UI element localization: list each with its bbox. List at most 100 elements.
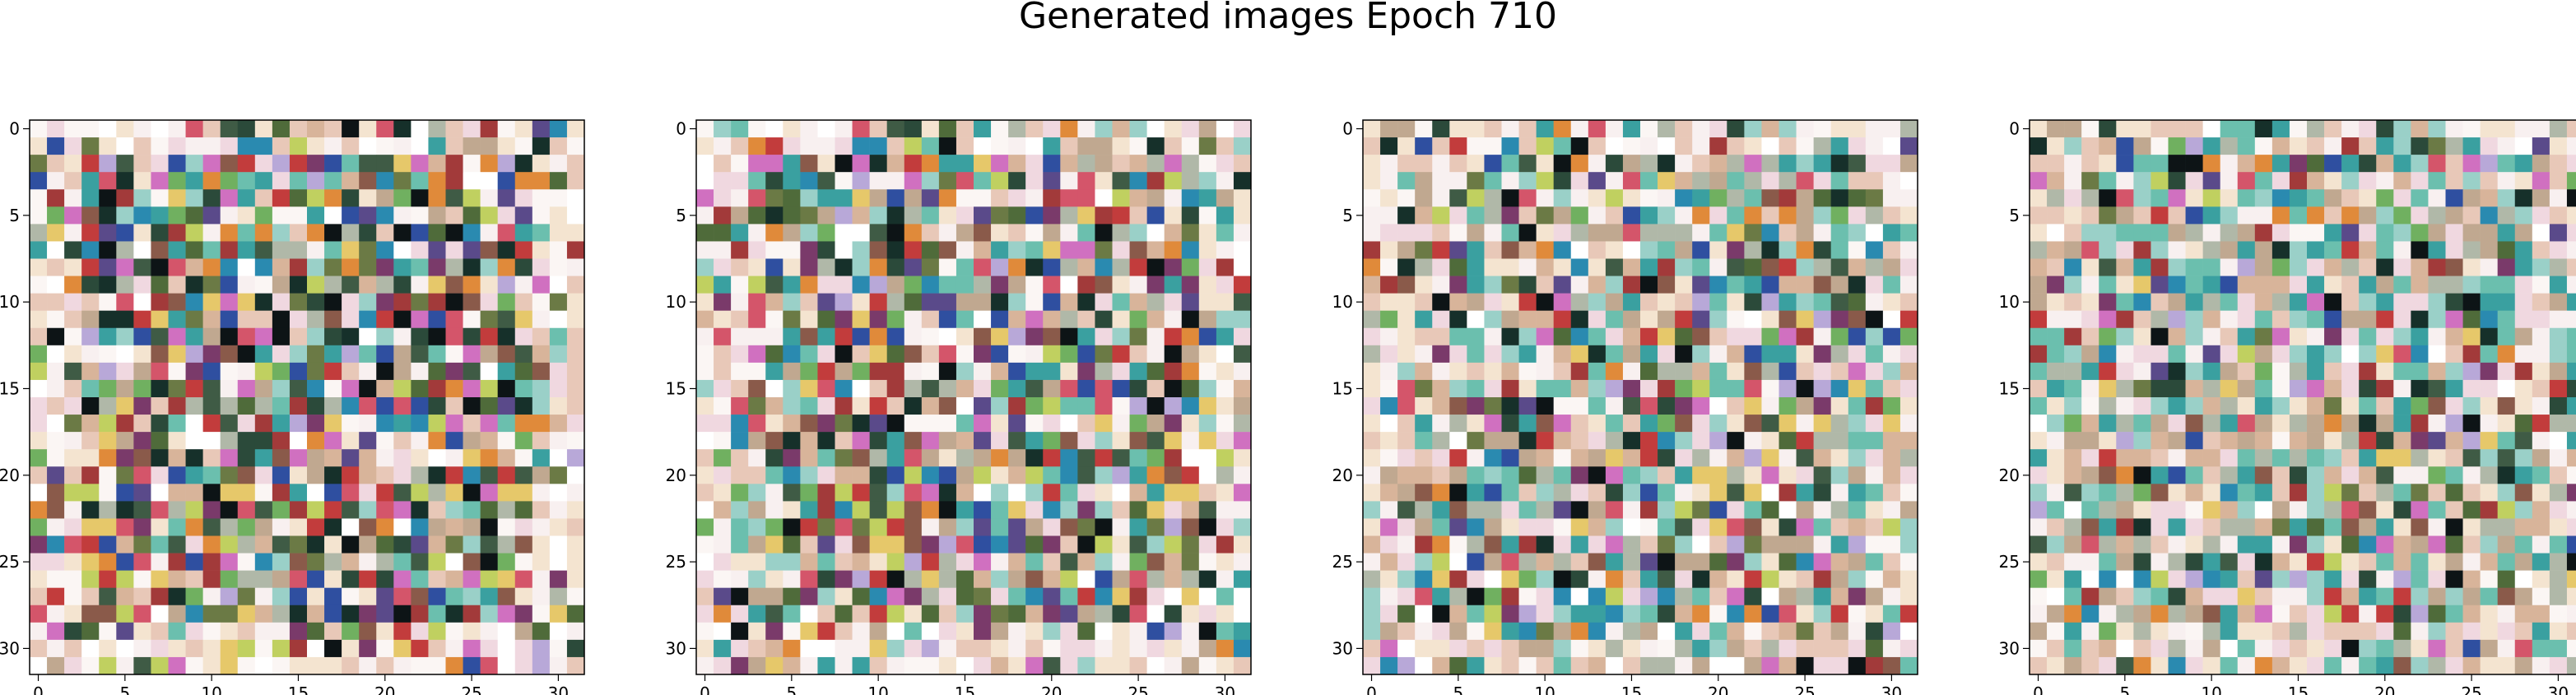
image-pixel xyxy=(1043,241,1061,259)
image-pixel xyxy=(1008,553,1026,571)
image-pixel xyxy=(220,189,239,207)
image-pixel xyxy=(307,397,325,415)
image-pixel xyxy=(2566,327,2576,346)
image-pixel xyxy=(2168,155,2186,173)
image-pixel xyxy=(168,379,186,398)
image-pixel xyxy=(2064,449,2082,467)
image-pixel xyxy=(748,172,766,190)
image-pixel xyxy=(869,120,887,138)
image-pixel xyxy=(852,258,870,276)
image-pixel xyxy=(2116,415,2134,433)
image-pixel xyxy=(1077,258,1095,276)
image-pixel xyxy=(1518,466,1537,484)
image-pixel xyxy=(1640,155,1658,173)
y-tick-label: 10 xyxy=(1332,292,1353,312)
image-pixel xyxy=(869,345,887,364)
image-pixel xyxy=(1216,518,1235,536)
image-pixel xyxy=(1675,241,1693,259)
image-pixel xyxy=(1899,535,1918,554)
image-pixel xyxy=(1484,656,1502,675)
image-pixel xyxy=(428,224,446,242)
image-pixel xyxy=(2237,639,2256,658)
image-pixel xyxy=(1640,397,1658,415)
image-pixel xyxy=(1363,206,1381,225)
image-pixel xyxy=(1899,276,1918,294)
image-pixel xyxy=(307,639,325,658)
image-pixel xyxy=(2185,535,2203,554)
image-pixel xyxy=(566,327,585,346)
image-pixel xyxy=(30,535,48,554)
image-pixel xyxy=(1112,362,1130,381)
image-pixel xyxy=(463,553,481,571)
image-pixel xyxy=(376,501,394,519)
image-pixel xyxy=(359,535,377,554)
image-pixel xyxy=(202,345,221,364)
image-pixel xyxy=(116,484,134,502)
image-pixel xyxy=(938,137,957,155)
image-pixel xyxy=(1233,379,1252,398)
image-pixel xyxy=(47,656,65,675)
image-pixel xyxy=(151,379,169,398)
image-pixel xyxy=(2030,327,2048,346)
image-pixel xyxy=(1865,415,1884,433)
image-pixel xyxy=(411,206,429,225)
image-pixel xyxy=(1727,293,1745,311)
image-pixel xyxy=(2393,224,2411,242)
y-tick-label: 30 xyxy=(1999,638,2020,658)
image-pixel xyxy=(237,379,256,398)
image-pixel xyxy=(974,137,992,155)
image-pixel xyxy=(30,449,48,467)
image-pixel xyxy=(2307,622,2325,641)
image-pixel xyxy=(1129,224,1147,242)
image-pixel xyxy=(869,172,887,190)
x-tick-label: 15 xyxy=(288,683,309,695)
image-pixel xyxy=(1899,293,1918,311)
image-pixel xyxy=(904,484,923,502)
image-pixel xyxy=(1588,258,1607,276)
image-pixel xyxy=(974,466,992,484)
image-pixel xyxy=(1605,484,1624,502)
image-pixel xyxy=(2307,501,2325,519)
image-pixel xyxy=(1112,639,1130,658)
image-pixel xyxy=(2359,484,2377,502)
image-pixel xyxy=(1129,137,1147,155)
image-pixel xyxy=(765,137,783,155)
image-pixel xyxy=(445,518,463,536)
image-pixel xyxy=(991,206,1009,225)
image-pixel xyxy=(1216,206,1235,225)
image-pixel xyxy=(852,570,870,588)
image-pixel xyxy=(1164,484,1183,502)
image-pixel xyxy=(1692,587,1710,606)
image-pixel xyxy=(2359,415,2377,433)
image-pixel xyxy=(202,518,221,536)
image-pixel xyxy=(1198,622,1217,641)
image-pixel xyxy=(2030,206,2048,225)
image-pixel xyxy=(1415,639,1433,658)
image-pixel xyxy=(220,345,239,364)
image-pixel xyxy=(2376,622,2394,641)
x-tick-label: 10 xyxy=(201,683,221,695)
image-pixel xyxy=(1146,362,1165,381)
image-pixel xyxy=(2445,120,2463,138)
image-pixel xyxy=(1796,189,1814,207)
image-pixel xyxy=(1467,656,1485,675)
image-pixel xyxy=(2168,120,2186,138)
image-pixel xyxy=(411,587,429,606)
image-pixel xyxy=(2116,276,2134,294)
image-pixel xyxy=(1164,189,1183,207)
image-pixel xyxy=(2532,570,2550,588)
image-pixel xyxy=(2462,258,2481,276)
image-pixel xyxy=(549,241,568,259)
image-pixel xyxy=(2497,639,2516,658)
image-pixel xyxy=(852,415,870,433)
image-pixel xyxy=(1622,415,1641,433)
image-pixel xyxy=(376,449,394,467)
image-pixel xyxy=(2480,656,2498,675)
image-pixel xyxy=(1813,293,1831,311)
image-pixel xyxy=(1553,518,1572,536)
image-pixel xyxy=(359,449,377,467)
image-pixel xyxy=(1060,605,1078,623)
image-pixel xyxy=(1198,553,1217,571)
image-pixel xyxy=(1622,241,1641,259)
image-pixel xyxy=(696,189,714,207)
